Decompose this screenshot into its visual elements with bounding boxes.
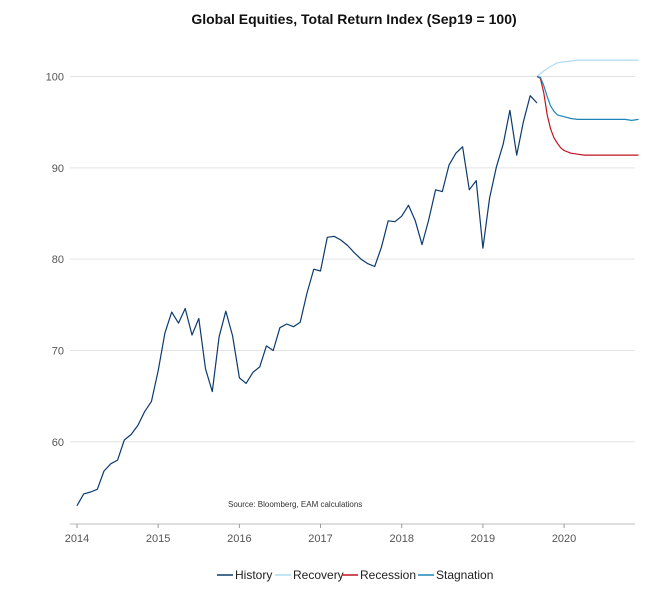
x-tick-label: 2019 <box>471 533 495 545</box>
x-tick-label: 2016 <box>227 533 251 545</box>
y-tick-label: 90 <box>52 163 64 175</box>
x-tick-label: 2015 <box>146 533 170 545</box>
legend-label-history: History <box>235 568 272 582</box>
source-note: Source: Bloomberg, EAM calculations <box>228 500 362 509</box>
series-lines <box>76 59 639 506</box>
y-tick-label: 60 <box>52 437 64 449</box>
y-axis-ticks: 60 70 80 90 100 <box>46 72 64 449</box>
x-tick-label: 2014 <box>65 533 89 545</box>
legend-label-recession: Recession <box>360 568 416 582</box>
x-axis-ticks: 2014 2015 2016 2017 2018 2019 2020 <box>65 524 576 545</box>
series-line-recovery <box>536 59 639 77</box>
series-line-recession <box>536 75 639 156</box>
y-tick-label: 70 <box>52 345 64 357</box>
y-tick-label: 100 <box>46 72 64 84</box>
series-line-stagnation <box>536 75 639 122</box>
y-tick-label: 80 <box>52 254 64 266</box>
x-tick-label: 2017 <box>308 533 332 545</box>
gridlines <box>70 76 635 443</box>
chart-title: Global Equities, Total Return Index (Sep… <box>191 11 516 27</box>
series-line-history <box>76 95 538 506</box>
x-tick-label: 2020 <box>552 533 576 545</box>
legend: History Recovery Recession Stagnation <box>217 568 493 582</box>
x-tick-label: 2018 <box>389 533 413 545</box>
legend-label-recovery: Recovery <box>293 568 344 582</box>
legend-label-stagnation: Stagnation <box>436 568 493 582</box>
